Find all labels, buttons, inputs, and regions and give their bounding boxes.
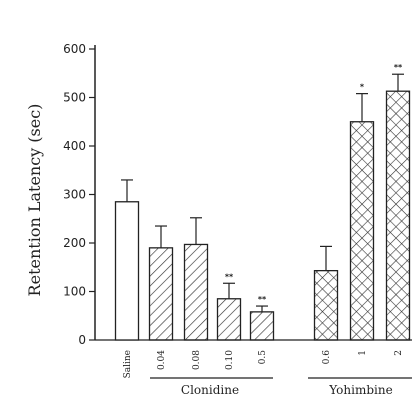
category-label: 0.6 [322, 350, 332, 365]
y-tick-label: 400 [63, 139, 86, 153]
y-tick-label: 600 [63, 42, 86, 56]
bar [216, 298, 242, 341]
group-label: Yohimbine [328, 383, 392, 397]
y-tick-label: 200 [63, 236, 86, 250]
category-label: 0.08 [192, 350, 202, 370]
group-label: Clonidine [181, 383, 239, 397]
bar [349, 121, 375, 341]
category-label: Saline [123, 350, 133, 378]
bar [385, 90, 411, 341]
category-label: 0.10 [225, 350, 235, 370]
bar [148, 247, 174, 341]
y-tick-label: 100 [63, 285, 86, 299]
bar [249, 311, 275, 341]
category-label: 2 [394, 350, 404, 356]
bar [114, 201, 140, 341]
significance-marker: ** [225, 272, 234, 281]
category-label: 1 [358, 350, 368, 356]
y-tick-label: 500 [63, 91, 86, 105]
y-axis-label: Retention Latency (sec) [25, 104, 44, 297]
y-tick-label: 300 [63, 188, 86, 202]
category-label: 0.5 [258, 350, 268, 365]
category-label: 0.04 [157, 350, 167, 370]
y-tick-label: 0 [78, 333, 86, 347]
bar [183, 243, 209, 341]
significance-marker: ** [258, 295, 267, 304]
significance-marker: ** [394, 63, 403, 72]
bar [313, 269, 339, 341]
significance-marker: * [360, 83, 365, 92]
